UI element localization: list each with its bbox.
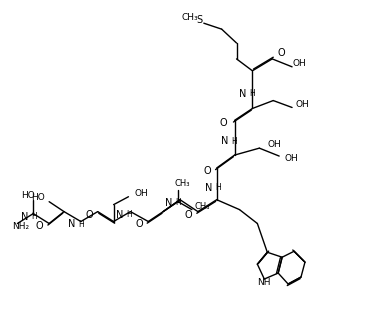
- Text: N: N: [116, 210, 123, 219]
- Text: O: O: [85, 210, 93, 219]
- Text: H: H: [31, 212, 37, 221]
- Text: N: N: [165, 198, 172, 208]
- Text: O: O: [220, 118, 228, 128]
- Text: H: H: [216, 183, 221, 192]
- Text: H: H: [127, 210, 132, 219]
- Text: N: N: [239, 89, 246, 99]
- Text: NH₂: NH₂: [12, 222, 30, 231]
- Text: N: N: [21, 212, 28, 221]
- Text: NH: NH: [257, 278, 271, 286]
- Text: OH: OH: [295, 100, 309, 109]
- Text: H: H: [175, 198, 181, 207]
- Text: OH: OH: [292, 59, 306, 68]
- Text: HO: HO: [31, 193, 45, 202]
- Text: O: O: [36, 221, 43, 231]
- Text: HO: HO: [22, 191, 35, 200]
- Text: O: O: [184, 210, 192, 219]
- Text: O: O: [277, 48, 285, 58]
- Text: OH: OH: [134, 189, 148, 198]
- Text: N: N: [68, 219, 75, 229]
- Text: N: N: [205, 183, 213, 193]
- Text: H: H: [78, 220, 84, 229]
- Text: OH: OH: [267, 140, 281, 149]
- Text: O: O: [203, 166, 211, 176]
- Text: CH₃: CH₃: [195, 202, 210, 211]
- Text: CH₃: CH₃: [174, 179, 190, 188]
- Text: N: N: [221, 136, 229, 146]
- Text: S: S: [197, 15, 203, 25]
- Text: O: O: [136, 219, 143, 229]
- Text: H: H: [250, 89, 255, 98]
- Text: OH: OH: [284, 153, 298, 163]
- Text: CH₃: CH₃: [182, 13, 198, 22]
- Text: H: H: [232, 137, 237, 146]
